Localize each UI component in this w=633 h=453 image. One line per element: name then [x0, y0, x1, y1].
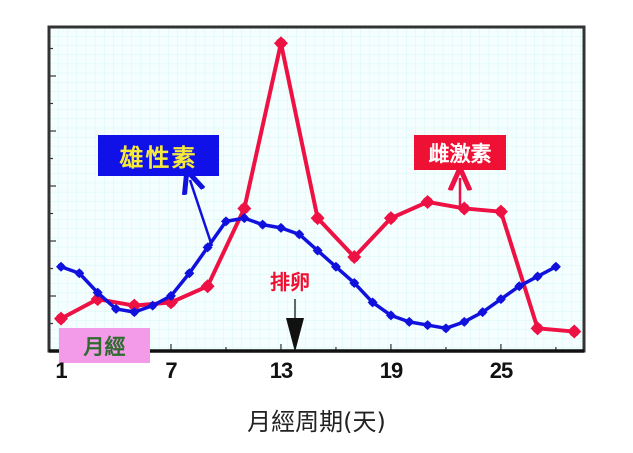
plot-grid	[49, 27, 584, 351]
ovulation-label: 排卵	[270, 270, 310, 294]
androgen-pointer-arrow	[190, 180, 214, 247]
androgen-label: 雄性素	[98, 135, 219, 176]
x-tick-13: 13	[269, 358, 294, 383]
estrogen-label: 雌激素	[414, 135, 506, 170]
x-tick-25: 25	[489, 358, 514, 383]
series-layer	[54, 36, 582, 339]
menses-label: 月經	[59, 328, 150, 363]
x-tick-19: 19	[379, 358, 404, 383]
x-tick-1: 1	[55, 358, 67, 383]
x-tick-7: 7	[165, 358, 177, 383]
estrogen-series	[54, 36, 582, 339]
androgen-series	[56, 213, 561, 334]
ovulation-arrow-head	[286, 318, 304, 352]
x-axis-title: 月經周期(天)	[247, 408, 386, 436]
